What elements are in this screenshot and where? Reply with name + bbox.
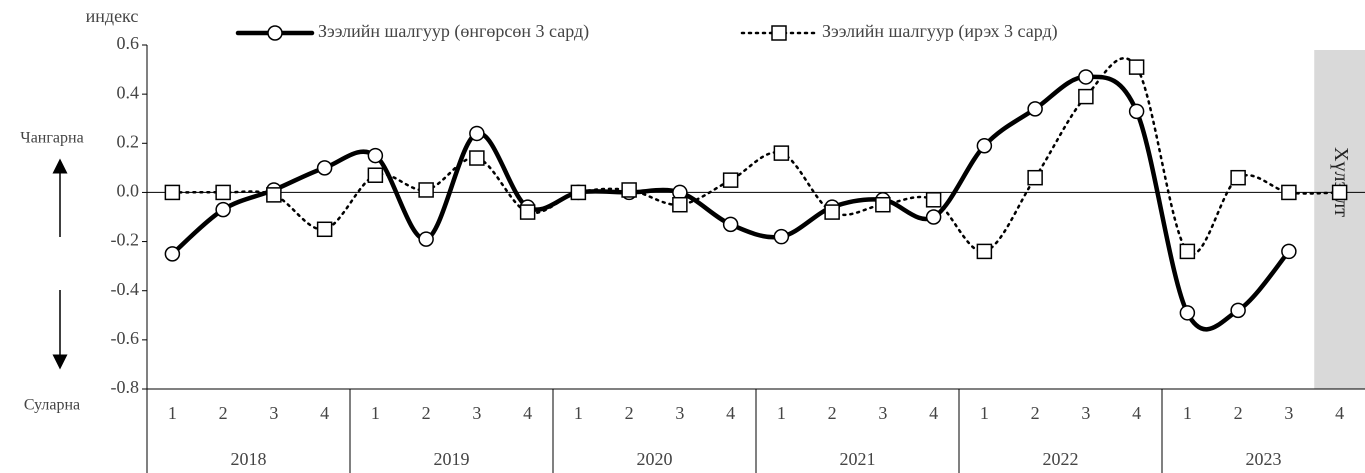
y-tick-label: 0.2 <box>117 131 140 151</box>
y-tick-label: -0.4 <box>111 279 140 299</box>
x-tick-label: 2 <box>422 403 431 423</box>
marker <box>570 184 587 201</box>
marker <box>215 201 231 218</box>
marker <box>1128 59 1145 75</box>
marker <box>1078 88 1094 105</box>
x-tick-label: 4 <box>1335 403 1344 423</box>
marker <box>519 204 536 220</box>
y-tick-label: -0.8 <box>111 377 140 397</box>
marker <box>976 137 993 154</box>
marker <box>824 204 840 220</box>
x-tick-label: 4 <box>726 403 735 423</box>
marker <box>722 172 739 188</box>
marker <box>773 228 790 245</box>
marker <box>215 184 231 201</box>
marker <box>418 182 434 198</box>
group-label: 2018 <box>231 449 267 469</box>
marker <box>266 187 282 203</box>
x-tick-label: 2 <box>625 403 634 423</box>
marker <box>925 209 942 225</box>
forecast-label: Хүлээлт <box>1330 147 1352 217</box>
marker <box>1281 243 1297 260</box>
x-tick-label: 1 <box>980 403 989 423</box>
x-tick-label: 3 <box>472 403 481 423</box>
marker <box>621 182 637 198</box>
x-tick-label: 3 <box>1081 403 1090 423</box>
marker <box>367 167 384 183</box>
y-tick-label: 0.6 <box>117 33 140 53</box>
marker <box>316 221 333 238</box>
legend-marker <box>771 25 787 41</box>
marker <box>164 246 181 262</box>
x-tick-label: 4 <box>523 403 532 423</box>
marker <box>1179 305 1196 321</box>
x-tick-label: 2 <box>1234 403 1243 423</box>
series-line <box>170 74 1292 332</box>
x-tick-label: 1 <box>371 403 380 423</box>
marker <box>1230 169 1246 186</box>
x-tick-label: 3 <box>878 403 887 423</box>
forecast-band <box>1314 50 1365 389</box>
marker <box>722 216 739 233</box>
x-tick-label: 3 <box>1284 403 1293 423</box>
down-label: Суларна <box>24 397 80 414</box>
marker <box>1027 169 1043 186</box>
marker <box>925 192 942 208</box>
x-tick-label: 1 <box>574 403 583 423</box>
x-tick-label: 1 <box>777 403 786 423</box>
group-label: 2020 <box>637 449 673 469</box>
marker <box>469 125 485 142</box>
marker <box>469 150 485 166</box>
legend-label: Зээлийн шалгуур (өнгөрсөн 3 сард) <box>318 21 589 42</box>
marker <box>976 243 993 260</box>
x-tick-label: 3 <box>675 403 684 423</box>
marker <box>367 147 384 164</box>
x-tick-label: 4 <box>929 403 938 423</box>
marker <box>1331 184 1348 201</box>
x-tick-label: 2 <box>1031 403 1040 423</box>
marker <box>1281 184 1297 201</box>
y-tick-label: 0.0 <box>117 181 140 201</box>
group-label: 2023 <box>1246 449 1282 469</box>
x-tick-label: 4 <box>1132 403 1141 423</box>
marker <box>418 231 434 247</box>
legend-label: Зээлийн шалгуур (ирэх 3 сард) <box>822 21 1058 42</box>
x-tick-label: 3 <box>269 403 278 423</box>
marker <box>1027 101 1043 117</box>
x-tick-label: 4 <box>320 403 329 423</box>
y-tick-label: -0.6 <box>111 328 140 348</box>
marker <box>1179 243 1196 260</box>
marker <box>164 184 181 201</box>
marker <box>773 145 790 161</box>
marker <box>1078 69 1094 85</box>
y-axis-label: индекс <box>86 6 139 26</box>
marker <box>672 196 688 213</box>
y-tick-label: 0.4 <box>117 82 140 102</box>
x-tick-label: 1 <box>1183 403 1192 423</box>
x-tick-label: 2 <box>828 403 837 423</box>
y-tick-label: -0.2 <box>111 230 140 250</box>
x-tick-label: 1 <box>168 403 177 423</box>
up-label: Чангарна <box>20 130 83 147</box>
marker <box>316 160 333 176</box>
marker <box>875 196 891 213</box>
group-label: 2022 <box>1043 449 1079 469</box>
group-label: 2019 <box>434 449 470 469</box>
marker <box>1128 103 1145 120</box>
marker <box>1230 302 1246 319</box>
x-tick-label: 2 <box>219 403 228 423</box>
group-label: 2021 <box>840 449 876 469</box>
legend-marker <box>267 25 283 41</box>
